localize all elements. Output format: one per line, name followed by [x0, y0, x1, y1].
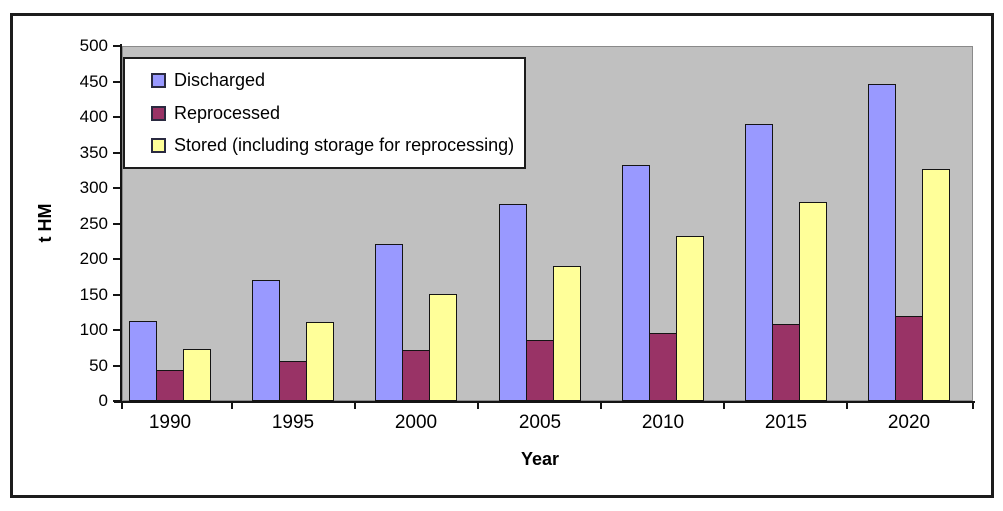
y-tick — [113, 116, 120, 118]
bar-discharged-1990 — [129, 321, 157, 401]
y-tick — [113, 258, 120, 260]
reprocessed-swatch-icon — [151, 105, 166, 121]
legend-item-stored: Stored (including storage for reprocessi… — [151, 135, 524, 156]
y-tick-label: 150 — [79, 285, 108, 304]
y-tick — [113, 152, 120, 154]
y-tick-label: 300 — [79, 178, 108, 197]
legend-label: Stored (including storage for reprocessi… — [174, 134, 515, 155]
x-tick — [846, 403, 848, 409]
bar-stored-1995 — [306, 322, 334, 401]
y-tick — [113, 45, 120, 47]
y-tick-label: 450 — [79, 72, 108, 91]
bar-discharged-2020 — [868, 84, 896, 401]
y-tick — [113, 187, 120, 189]
x-tick — [477, 403, 479, 409]
legend-item-discharged: Discharged — [151, 70, 524, 91]
y-tick-label: 200 — [79, 249, 108, 268]
bar-reprocessed-2005 — [526, 340, 554, 401]
y-tick-label: 400 — [79, 107, 108, 126]
y-tick-label: 50 — [89, 356, 108, 375]
stored-swatch-icon — [151, 137, 166, 153]
x-tick — [600, 403, 602, 409]
y-tick — [113, 329, 120, 331]
legend-item-reprocessed: Reprocessed — [151, 103, 524, 124]
bar-stored-2005 — [553, 266, 581, 401]
y-tick-label: 350 — [79, 143, 108, 162]
bar-stored-1990 — [183, 349, 211, 401]
x-axis-title: Year — [520, 449, 560, 469]
y-tick-label: 500 — [79, 36, 108, 55]
bar-reprocessed-2000 — [402, 350, 430, 401]
legend-label: Discharged — [174, 70, 266, 91]
y-tick-label: 100 — [79, 320, 108, 339]
x-tick-label: 2000 — [394, 412, 438, 433]
y-axis-title: t HM — [35, 203, 55, 243]
y-tick — [113, 223, 120, 225]
bar-reprocessed-2020 — [895, 316, 923, 401]
bar-discharged-2000 — [375, 244, 403, 401]
x-tick — [354, 403, 356, 409]
x-tick — [121, 403, 123, 409]
x-axis-line — [114, 401, 975, 403]
y-tick — [113, 81, 120, 83]
bar-stored-2000 — [429, 294, 457, 401]
bar-stored-2020 — [922, 169, 950, 401]
y-axis-line — [120, 44, 122, 403]
x-tick-label: 2005 — [518, 412, 562, 433]
x-tick — [231, 403, 233, 409]
x-tick-label: 1990 — [148, 412, 192, 433]
bar-stored-2010 — [676, 236, 704, 401]
x-tick — [723, 403, 725, 409]
bar-discharged-2015 — [745, 124, 773, 401]
x-tick-label: 2015 — [764, 412, 808, 433]
discharged-swatch-icon — [151, 73, 166, 89]
y-tick-label: 0 — [98, 391, 108, 410]
bar-reprocessed-1990 — [156, 370, 184, 401]
x-tick-label: 1995 — [271, 412, 315, 433]
bar-reprocessed-2015 — [772, 324, 800, 401]
x-tick-label: 2010 — [641, 412, 685, 433]
x-tick — [972, 403, 974, 409]
bar-reprocessed-2010 — [649, 333, 677, 401]
legend-label: Reprocessed — [174, 102, 281, 123]
bar-discharged-2010 — [622, 165, 650, 401]
bar-stored-2015 — [799, 202, 827, 401]
y-tick-label: 250 — [79, 214, 108, 233]
bar-reprocessed-1995 — [279, 361, 307, 401]
y-tick — [113, 400, 120, 402]
x-tick-label: 2020 — [887, 412, 931, 433]
y-tick — [113, 294, 120, 296]
legend: Discharged Reprocessed Stored (including… — [123, 57, 526, 169]
bar-discharged-1995 — [252, 280, 280, 401]
bar-discharged-2005 — [499, 204, 527, 401]
y-tick — [113, 365, 120, 367]
